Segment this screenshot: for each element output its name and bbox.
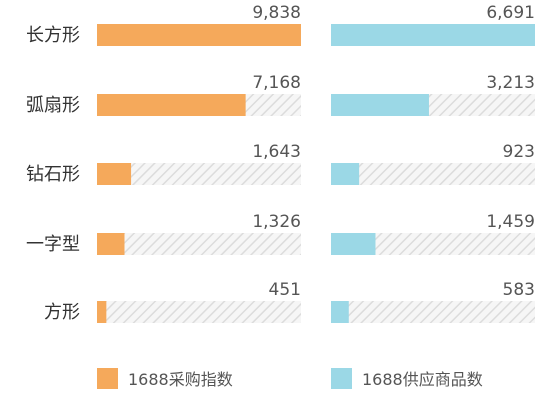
bar-track xyxy=(331,233,535,255)
category-label: 弧扇形 xyxy=(26,95,80,116)
legend-label: 1688供应商品数 xyxy=(362,370,483,389)
legend-swatch xyxy=(97,368,118,389)
bar-track xyxy=(97,163,301,185)
bar xyxy=(97,233,125,255)
bar xyxy=(331,94,429,116)
data-label: 583 xyxy=(503,280,535,300)
chart-row: 弧扇形 7,168 3,213 xyxy=(26,73,535,116)
bar xyxy=(97,163,132,185)
legend: 1688采购指数 1688供应商品数 xyxy=(97,368,483,389)
category-label: 一字型 xyxy=(26,234,80,255)
data-label: 9,838 xyxy=(252,3,301,23)
legend-swatch xyxy=(331,368,352,389)
data-label: 1,643 xyxy=(252,142,301,162)
bar xyxy=(97,94,246,116)
bar-track xyxy=(331,301,535,323)
category-label: 方形 xyxy=(44,302,80,323)
bar xyxy=(97,301,107,323)
chart-row: 长方形 9,838 6,691 xyxy=(26,3,535,46)
bar xyxy=(331,163,360,185)
data-label: 451 xyxy=(269,280,301,300)
data-label: 7,168 xyxy=(252,73,301,93)
bar-track xyxy=(331,163,535,185)
data-label: 3,213 xyxy=(486,73,535,93)
legend-item: 1688采购指数 xyxy=(97,368,233,389)
chart-row: 一字型 1,326 1,459 xyxy=(26,212,535,255)
category-label: 钻石形 xyxy=(26,164,80,185)
bar-track xyxy=(97,301,301,323)
category-label: 长方形 xyxy=(26,25,80,46)
chart-row: 钻石形 1,643 923 xyxy=(26,142,535,185)
data-label: 1,326 xyxy=(252,212,301,232)
data-label: 1,459 xyxy=(486,212,535,232)
data-label: 923 xyxy=(503,142,535,162)
chart-rows: 长方形 9,838 6,691 弧扇形 7,168 3,213 钻石形 1,643 923 一字型… xyxy=(26,3,535,323)
bar-track xyxy=(97,233,301,255)
bar xyxy=(331,233,376,255)
legend-label: 1688采购指数 xyxy=(128,370,233,389)
bar xyxy=(331,301,349,323)
legend-item: 1688供应商品数 xyxy=(331,368,483,389)
chart-row: 方形 451 583 xyxy=(44,280,535,323)
bar xyxy=(331,24,535,46)
data-label: 6,691 xyxy=(486,3,535,23)
bar xyxy=(97,24,301,46)
